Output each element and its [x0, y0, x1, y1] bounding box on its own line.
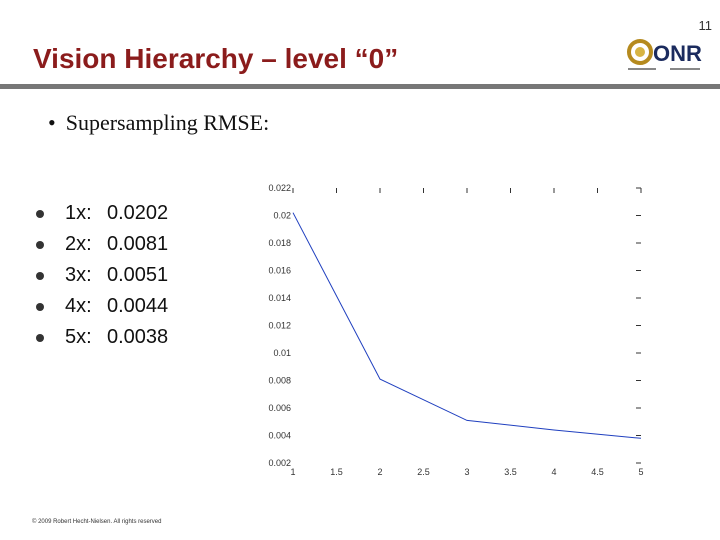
- bullet-dot-icon: [36, 271, 44, 280]
- bullet-dot-icon: [36, 302, 44, 311]
- y-tick-label: 0.008: [268, 376, 291, 386]
- rmse-list: 1x: 0.0202 2x: 0.0081 3x: 0.0051 4x: 0.0044 …: [36, 198, 168, 353]
- bullet-text: Supersampling RMSE:: [65, 110, 270, 135]
- y-tick-label: 0.002: [268, 458, 291, 468]
- x-tick-label: 5: [638, 467, 643, 477]
- rmse-value: 0.0202: [107, 202, 169, 224]
- rmse-line-chart: 0.002 0.004 0.006 0.008 0.01 0.012 0.014 0.016 0…: [268, 183, 643, 477]
- copyright-notice: © 2009 Robert Hecht-Nielsen. All rights …: [32, 519, 162, 525]
- onr-logo-icon: ONR: [627, 39, 702, 70]
- y-tick-label: 0.022: [268, 183, 291, 193]
- x-tick-label: 4.5: [591, 467, 604, 477]
- rmse-value: 0.0038: [107, 326, 169, 348]
- bullet-dot: •: [48, 110, 56, 135]
- rmse-value: 0.0044: [107, 295, 169, 317]
- list-item: 4x: 0.0044: [36, 291, 168, 322]
- sampling-label: 4x:: [65, 295, 92, 317]
- logo-text: ONR: [653, 41, 702, 66]
- bullet-dot-icon: [36, 209, 44, 218]
- bullet-supersampling: • Supersampling RMSE:: [48, 110, 269, 136]
- x-tick-label: 1.5: [330, 467, 343, 477]
- y-tick-label: 0.012: [268, 321, 291, 331]
- sampling-label: 1x:: [65, 202, 92, 224]
- sampling-label: 3x:: [65, 264, 92, 286]
- y-tick-label: 0.01: [273, 348, 291, 358]
- x-tick-label: 2: [377, 467, 382, 477]
- page-number: 11: [698, 18, 713, 33]
- list-item: 1x: 0.0202: [36, 198, 168, 229]
- rmse-value: 0.0081: [107, 233, 169, 255]
- rmse-series-line: [292, 212, 642, 439]
- x-tick-label: 3: [464, 467, 469, 477]
- x-tick-label: 3.5: [504, 467, 517, 477]
- x-tick-label: 4: [551, 467, 556, 477]
- x-tick-label: 2.5: [417, 467, 430, 477]
- y-tick-label: 0.02: [273, 211, 291, 221]
- bullet-dot-icon: [36, 240, 44, 249]
- y-tick-label: 0.014: [268, 293, 291, 303]
- list-item: 3x: 0.0051: [36, 260, 168, 291]
- y-tick-label: 0.016: [268, 266, 291, 276]
- y-tick-label: 0.004: [268, 431, 291, 441]
- rmse-value: 0.0051: [107, 264, 169, 286]
- slide-title: Vision Hierarchy – level “0”: [33, 43, 399, 74]
- bullet-dot-icon: [36, 333, 44, 342]
- y-tick-label: 0.018: [268, 238, 291, 248]
- sampling-label: 2x:: [65, 233, 92, 255]
- list-item: 2x: 0.0081: [36, 229, 168, 260]
- x-tick-label: 1: [290, 467, 295, 477]
- title-divider: [0, 84, 720, 89]
- list-item: 5x: 0.0038: [36, 322, 168, 353]
- sampling-label: 5x:: [65, 326, 92, 348]
- y-tick-label: 0.006: [268, 403, 291, 413]
